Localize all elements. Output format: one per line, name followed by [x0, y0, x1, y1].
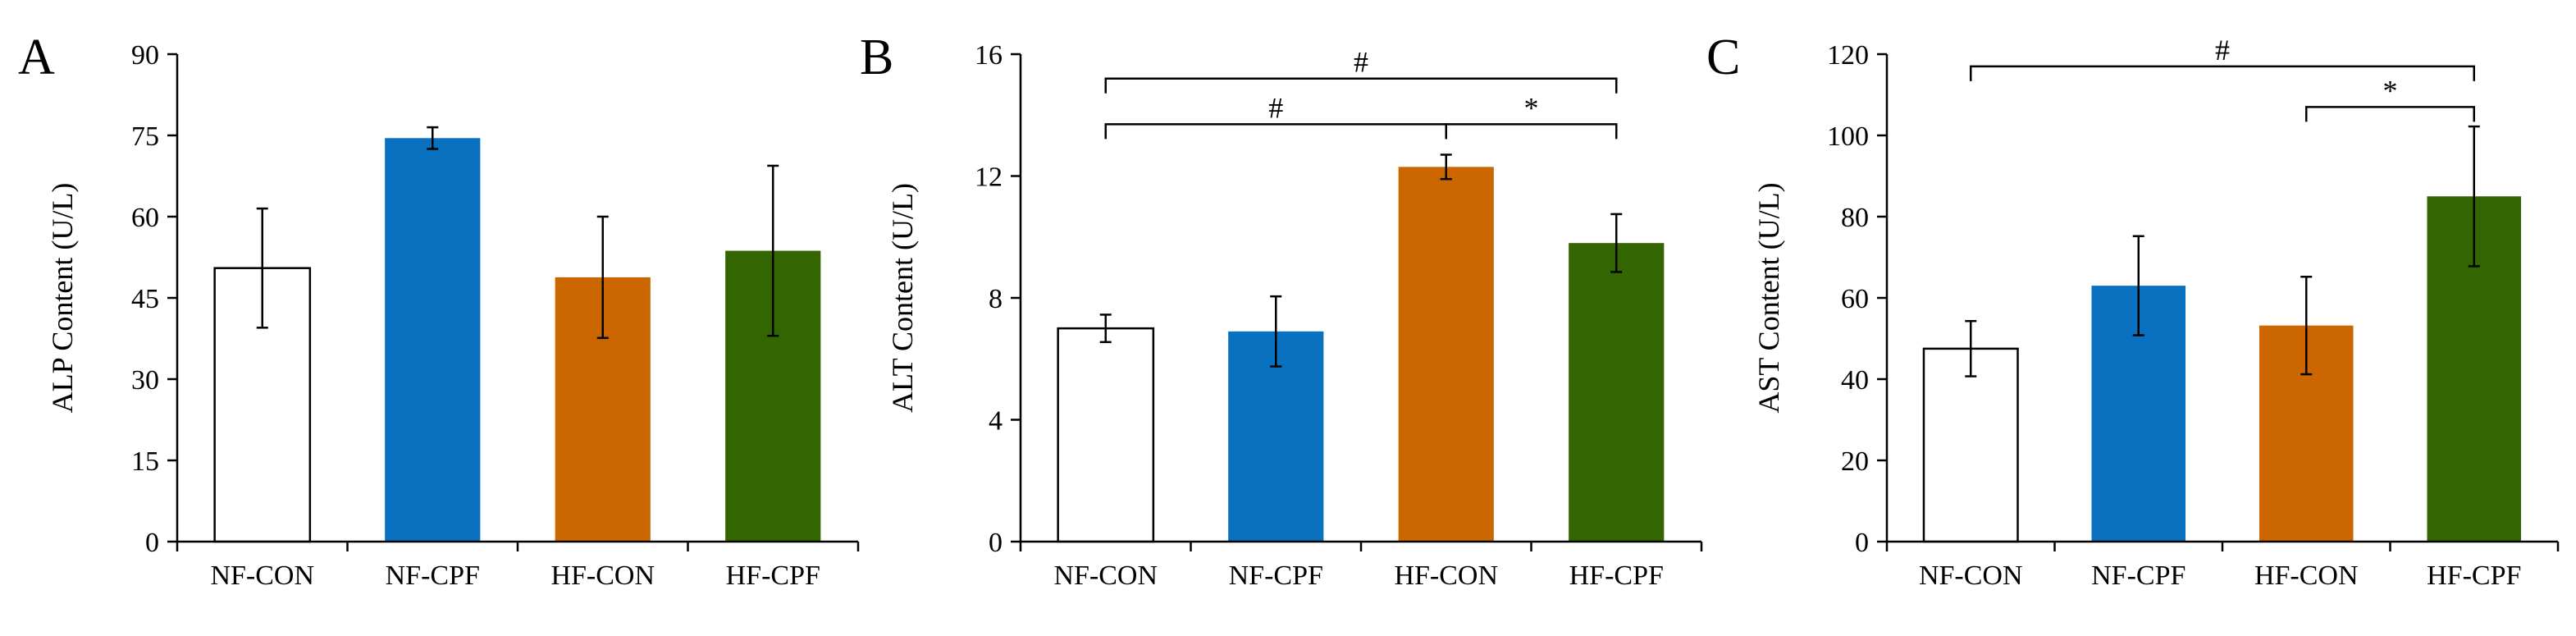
x-tick-label: NF-CPF	[386, 561, 480, 591]
bar-nf-cpf	[385, 138, 481, 542]
error-bar	[2132, 235, 2144, 336]
chart-panel-c: C AST Content (U/L) 0 20 40 60 80 100 120 NF-CON N…	[1706, 30, 2560, 591]
y-tick-label: 30	[131, 365, 159, 396]
x-tick-label: NF-CPF	[2091, 561, 2185, 591]
error-bar	[427, 126, 439, 150]
error-bar	[256, 207, 268, 329]
significance-label: #	[2215, 34, 2230, 66]
error-bar	[1270, 295, 1282, 368]
y-tick-label: 80	[1841, 203, 1869, 233]
y-tick-label: 4	[989, 406, 1003, 437]
y-axis-label: ALT Content (U/L)	[886, 183, 919, 413]
y-tick-label: 120	[1827, 40, 1869, 71]
significance-label: *	[1524, 91, 1539, 124]
x-tick-label: NF-CON	[1053, 561, 1158, 591]
chart-panel-b: B ALT Content (U/L) 0 4 8 12 16 NF-CON NF-CPF HF-…	[860, 30, 1703, 591]
error-bar	[1099, 313, 1112, 344]
significance-label: #	[1354, 46, 1368, 79]
y-tick-label: 0	[145, 528, 159, 558]
x-tick-label: NF-CPF	[1229, 561, 1323, 591]
y-tick-label: 0	[1855, 528, 1869, 558]
error-bar	[767, 164, 779, 337]
x-tick-label: HF-CON	[2254, 561, 2359, 591]
x-tick-label: HF-CON	[550, 561, 655, 591]
x-tick-label: NF-CON	[1919, 561, 2023, 591]
y-tick-label: 60	[1841, 284, 1869, 314]
panel-label: C	[1706, 30, 1740, 85]
x-tick-label: HF-CPF	[2427, 561, 2521, 591]
significance-label: #	[1268, 91, 1283, 124]
significance-bracket: *	[2305, 74, 2475, 122]
y-tick-label: 16	[975, 40, 1003, 71]
y-tick-label: 90	[131, 40, 159, 71]
y-tick-label: 75	[131, 121, 159, 152]
y-axis-label: AST Content (U/L)	[1752, 182, 1785, 413]
y-tick-label: 100	[1827, 121, 1869, 152]
bar-nf-con	[1057, 327, 1155, 543]
y-tick-label: 12	[975, 162, 1003, 193]
x-tick-label: HF-CON	[1394, 561, 1498, 591]
x-tick-label: HF-CPF	[1569, 561, 1664, 591]
y-tick-label: 60	[131, 203, 159, 233]
y-tick-label: 45	[131, 284, 159, 314]
y-tick-label: 0	[989, 528, 1003, 558]
significance-label: *	[2383, 74, 2398, 107]
x-tick-label: HF-CPF	[726, 561, 820, 591]
bar-hf-con	[1398, 167, 1494, 542]
y-tick-label: 40	[1841, 365, 1869, 396]
y-tick-label: 20	[1841, 446, 1869, 477]
y-axis-label: ALP Content (U/L)	[46, 183, 79, 414]
error-bar	[1610, 213, 1623, 273]
error-bar	[1440, 153, 1452, 181]
error-bar	[2468, 125, 2480, 268]
significance-bracket: *	[1445, 91, 1618, 140]
bar-hf-cpf	[1569, 243, 1665, 542]
bar-nf-con	[1922, 347, 2019, 543]
chart-panel-a: A ALP Content (U/L) 0 15 30 45 60 75 90 NF-CON NF-…	[18, 30, 860, 591]
error-bar	[596, 215, 609, 340]
significance-bracket: #	[1104, 91, 1447, 140]
error-bar	[2300, 276, 2313, 376]
significance-bracket: #	[1104, 46, 1618, 94]
panel-label: A	[18, 30, 55, 85]
panel-label: B	[860, 30, 893, 85]
significance-bracket: #	[1970, 34, 2475, 81]
x-tick-label: NF-CON	[210, 561, 314, 591]
y-tick-label: 15	[131, 446, 159, 477]
error-bar	[1965, 319, 1977, 377]
y-tick-label: 8	[989, 284, 1003, 314]
